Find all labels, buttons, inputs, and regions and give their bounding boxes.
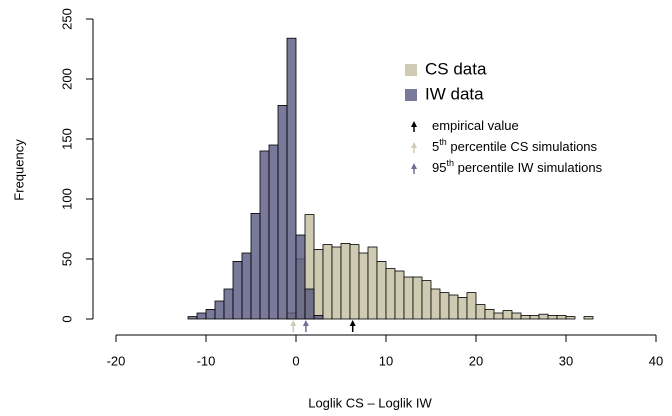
- bar: [340, 242, 351, 320]
- y-tick-label: 250: [59, 8, 74, 30]
- bar: [313, 314, 324, 320]
- annotation-arrow-head: [302, 320, 309, 326]
- bar: [493, 312, 504, 320]
- x-axis-label: Loglik CS – Loglik IW: [308, 395, 432, 410]
- bar: [439, 292, 450, 320]
- bar: [286, 37, 297, 320]
- bar: [268, 144, 279, 320]
- y-tick-label: 150: [59, 128, 74, 150]
- bar: [448, 294, 459, 320]
- x-tick-label: 0: [292, 353, 299, 368]
- legend-label-part: percentile IW simulations: [454, 160, 603, 175]
- bar: [250, 212, 261, 320]
- legend-label-part: th: [439, 137, 447, 147]
- bar: [475, 304, 486, 320]
- legend-label-part: 95: [432, 160, 446, 175]
- y-tick-label: 200: [59, 68, 74, 90]
- y-axis-label: Frequency: [11, 139, 26, 201]
- legend-arrow-head: [411, 163, 417, 169]
- bar: [457, 296, 468, 320]
- legend-label: 5th percentile CS simulations: [432, 137, 598, 154]
- legend-label-part: percentile CS simulations: [447, 139, 598, 154]
- legend-label: 95th percentile IW simulations: [432, 158, 603, 175]
- bar: [331, 246, 342, 320]
- bar: [358, 252, 369, 320]
- legend-arrow-head: [411, 142, 417, 148]
- bar: [376, 260, 387, 320]
- legend-label: empirical value: [432, 118, 519, 133]
- annotation-arrow-head: [290, 320, 297, 326]
- bar: [520, 314, 531, 320]
- bar: [277, 105, 288, 320]
- bar: [349, 244, 360, 320]
- y-tick-label: 50: [59, 252, 74, 266]
- bar: [187, 316, 198, 320]
- bar: [313, 248, 324, 320]
- annotation-arrow-head: [349, 320, 356, 326]
- y-tick-label: 0: [59, 315, 74, 322]
- legend-label: IW data: [425, 84, 484, 103]
- x-tick-label: 10: [379, 353, 393, 368]
- bar: [205, 308, 216, 320]
- bar: [214, 300, 225, 320]
- bar: [403, 276, 414, 320]
- bar: [259, 150, 270, 320]
- x-tick-label: 40: [649, 353, 663, 368]
- legend-label-part: th: [446, 158, 454, 168]
- bar: [529, 314, 540, 320]
- legend-label: CS data: [425, 59, 487, 78]
- legend-swatch: [405, 64, 417, 76]
- x-tick-label: -10: [197, 353, 216, 368]
- legend-label-part: empirical value: [432, 118, 519, 133]
- bar: [583, 316, 594, 320]
- legend-swatch: [405, 89, 417, 101]
- x-tick-label: -20: [107, 353, 126, 368]
- legend-label-part: 5: [432, 139, 439, 154]
- legend-arrow-head: [411, 121, 417, 127]
- bar: [232, 260, 243, 320]
- bar: [466, 292, 477, 320]
- x-tick-label: 30: [559, 353, 573, 368]
- bar: [547, 314, 558, 320]
- bar: [385, 268, 396, 320]
- bar: [538, 313, 549, 320]
- bar: [394, 270, 405, 320]
- bar: [484, 308, 495, 320]
- bar: [421, 280, 432, 320]
- bar: [196, 312, 207, 320]
- bar: [223, 288, 234, 320]
- x-tick-label: 20: [469, 353, 483, 368]
- bar: [430, 288, 441, 320]
- bar: [565, 316, 576, 320]
- bar: [412, 276, 423, 320]
- y-tick-label: 100: [59, 188, 74, 210]
- bar: [322, 244, 333, 320]
- bar: [304, 288, 315, 320]
- bar: [556, 314, 567, 320]
- bar: [241, 252, 252, 320]
- bar: [502, 310, 513, 320]
- bar: [367, 246, 378, 320]
- bar: [511, 312, 522, 320]
- bar: [295, 234, 306, 320]
